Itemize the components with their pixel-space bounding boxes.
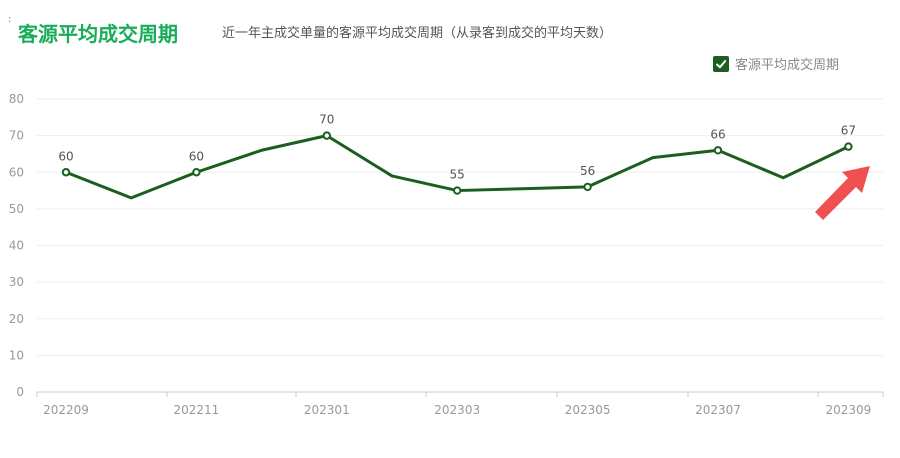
data-point bbox=[713, 146, 723, 155]
x-tick-label: 202209 bbox=[43, 403, 89, 417]
data-point bbox=[322, 131, 331, 140]
data-point bbox=[192, 168, 201, 177]
legend[interactable]: 客源平均成交周期 bbox=[713, 54, 839, 73]
data-label: 67 bbox=[841, 124, 856, 138]
data-label: 55 bbox=[450, 168, 465, 182]
x-tick-label: 202211 bbox=[173, 403, 219, 417]
series-layer bbox=[61, 131, 853, 200]
data-label: 66 bbox=[710, 127, 725, 141]
x-tick-label: 202307 bbox=[695, 403, 741, 417]
red-arrow-icon bbox=[815, 166, 870, 220]
data-point bbox=[583, 182, 592, 192]
x-tick-label: 202305 bbox=[565, 403, 611, 417]
data-label: 60 bbox=[189, 149, 204, 163]
data-point bbox=[61, 168, 71, 177]
y-tick-label: 20 bbox=[9, 312, 24, 326]
data-label: 70 bbox=[319, 113, 334, 127]
grid-layer bbox=[37, 98, 883, 356]
data-label: 60 bbox=[58, 149, 73, 163]
y-tick-label: 0 bbox=[16, 385, 24, 399]
data-point bbox=[844, 142, 853, 151]
y-tick-label: 60 bbox=[9, 165, 24, 179]
axis-layer: 0 10 20 30 40 50 60 70 80 202209 202211 202301 20230… bbox=[9, 92, 884, 417]
x-tick-label: 202301 bbox=[304, 403, 350, 417]
chart-title: 客源平均成交周期 bbox=[18, 22, 178, 46]
y-tick-label: 50 bbox=[9, 202, 24, 216]
marker-glyph: : bbox=[8, 14, 12, 25]
chart-subtitle: 近一年主成交单量的客源平均成交周期（从录客到成交的平均天数） bbox=[222, 26, 613, 41]
y-tick-label: 70 bbox=[9, 129, 24, 143]
legend-label[interactable]: 客源平均成交周期 bbox=[735, 58, 840, 73]
x-tick-label: 202309 bbox=[825, 403, 871, 417]
x-tick-label: 202303 bbox=[434, 403, 480, 417]
checkbox-checked-icon[interactable] bbox=[713, 55, 729, 72]
y-tick-label: 10 bbox=[9, 348, 24, 362]
chart-header: : 客源平均成交周期 近一年主成交单量的客源平均成交周期（从录客到成交的平均天数… bbox=[0, 0, 900, 60]
y-tick-label: 40 bbox=[9, 239, 24, 253]
data-label: 56 bbox=[580, 164, 595, 178]
y-tick-label: 80 bbox=[9, 92, 24, 106]
data-point bbox=[453, 186, 462, 195]
label-layer: 60 60 70 55 56 66 67 bbox=[58, 113, 856, 182]
y-tick-label: 30 bbox=[9, 275, 24, 289]
